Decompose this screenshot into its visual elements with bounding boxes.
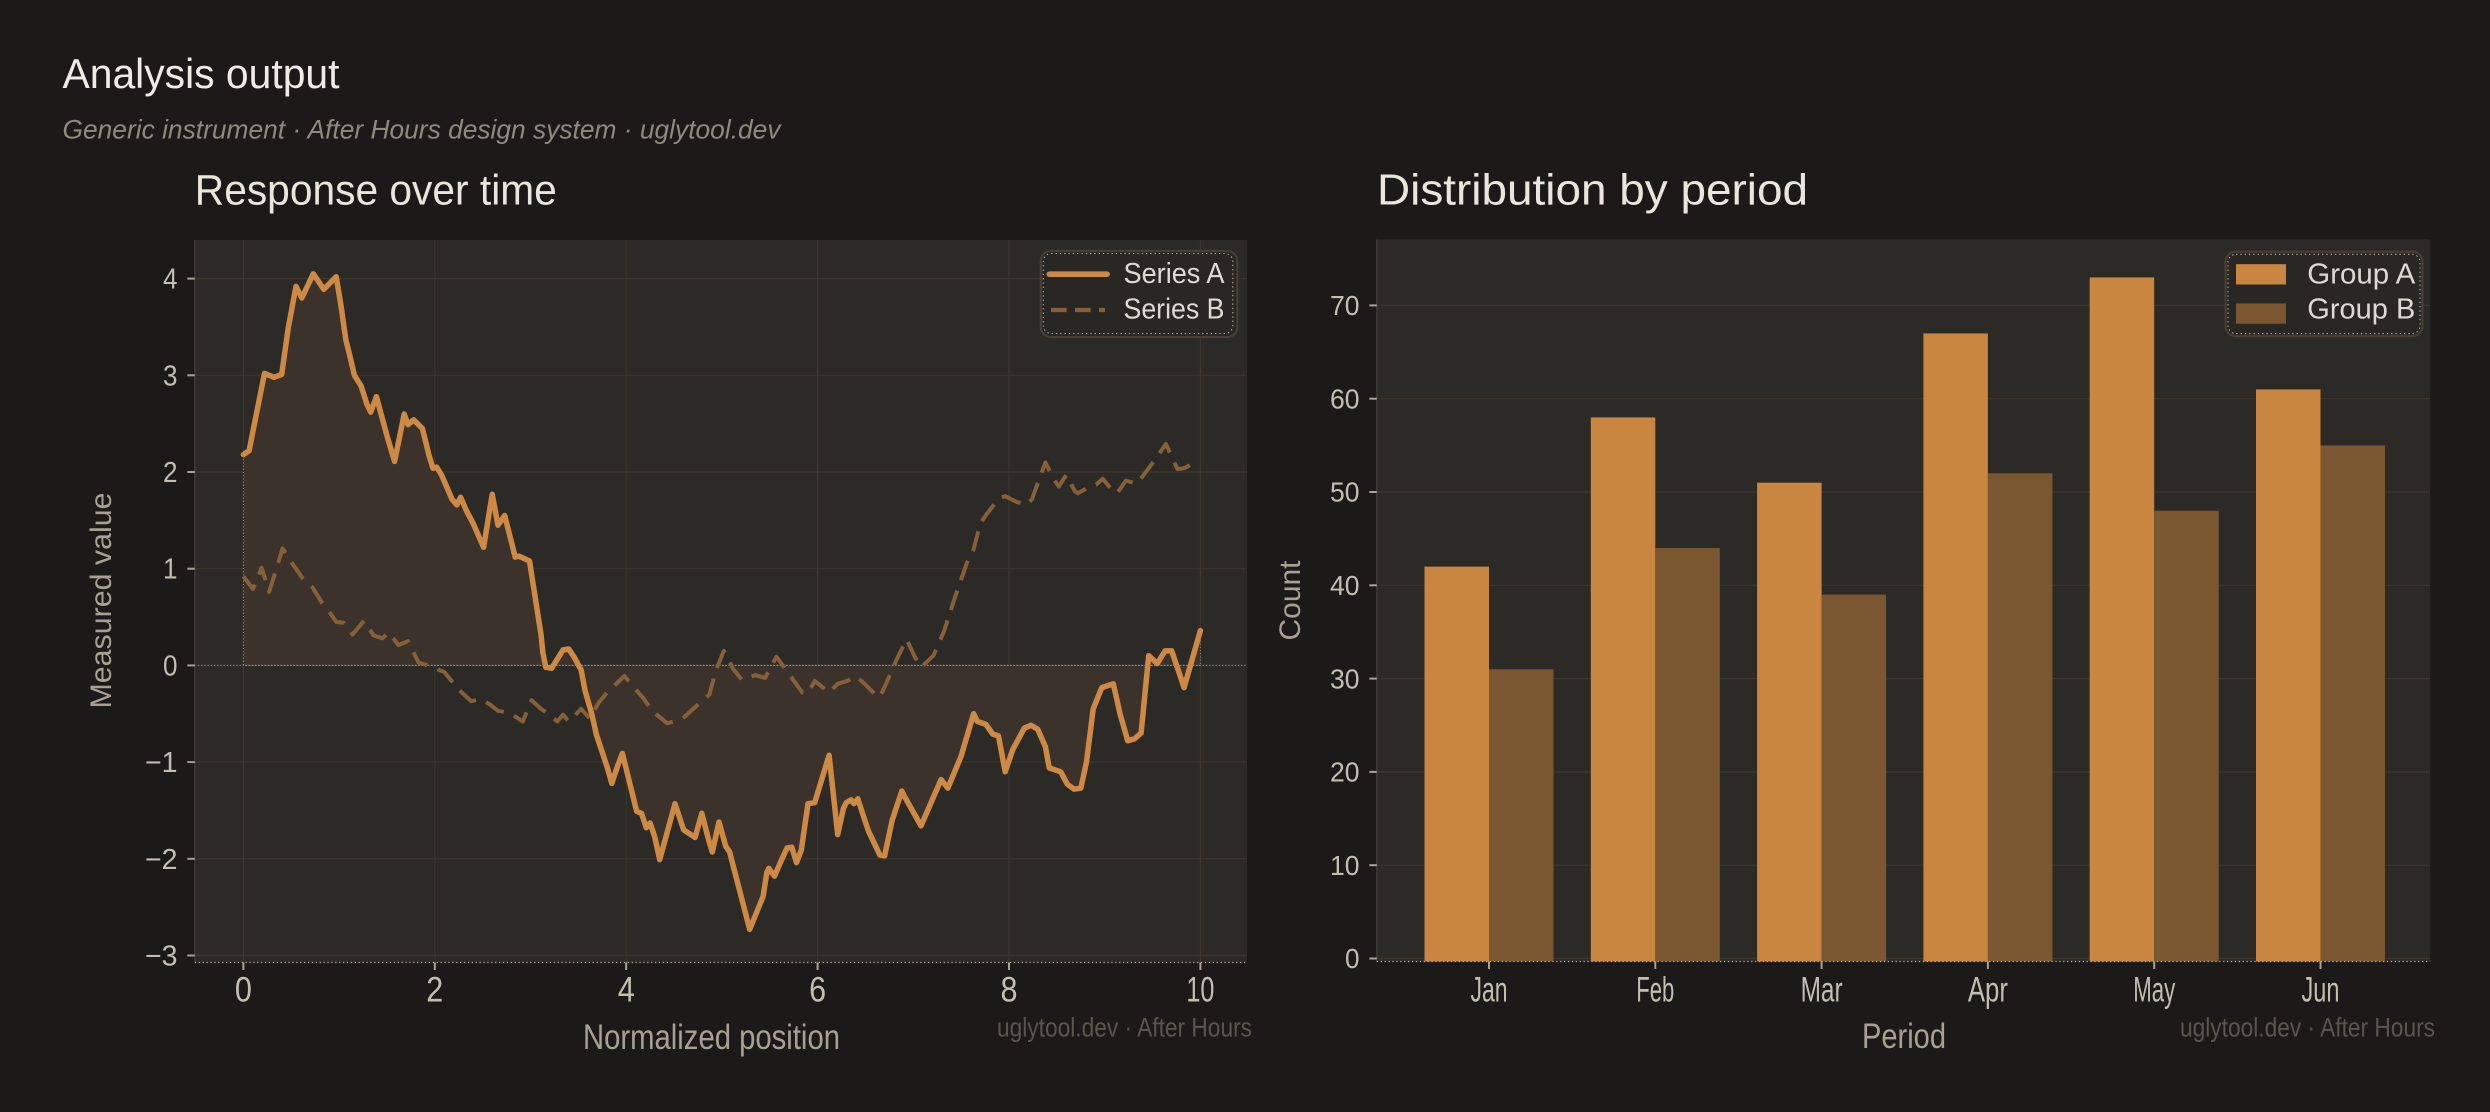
svg-text:Count: Count xyxy=(1274,560,1307,641)
svg-text:Apr: Apr xyxy=(1968,971,2008,1010)
svg-text:May: May xyxy=(2133,971,2175,1010)
svg-text:Mar: Mar xyxy=(1801,971,1843,1010)
svg-text:0: 0 xyxy=(1345,943,1360,974)
svg-text:20: 20 xyxy=(1330,757,1360,788)
svg-text:Jun: Jun xyxy=(2302,971,2340,1010)
svg-text:Measured value: Measured value xyxy=(85,493,118,709)
svg-text:2: 2 xyxy=(163,457,178,489)
svg-text:Series A: Series A xyxy=(1124,258,1226,290)
svg-text:Group B: Group B xyxy=(2307,294,2415,326)
svg-text:50: 50 xyxy=(1330,477,1360,508)
svg-text:uglytool.dev · After Hours: uglytool.dev · After Hours xyxy=(2180,1013,2435,1043)
svg-text:10: 10 xyxy=(1330,850,1360,881)
svg-text:3: 3 xyxy=(163,360,178,392)
svg-text:Generic instrument · After Hou: Generic instrument · After Hours design … xyxy=(63,115,782,145)
svg-text:Series B: Series B xyxy=(1124,293,1225,325)
svg-text:4: 4 xyxy=(618,971,635,1010)
svg-text:Jan: Jan xyxy=(1471,971,1508,1010)
svg-text:−1: −1 xyxy=(145,747,178,779)
svg-text:uglytool.dev · After Hours: uglytool.dev · After Hours xyxy=(997,1013,1252,1043)
svg-text:Period: Period xyxy=(1862,1017,1946,1056)
svg-text:8: 8 xyxy=(1001,971,1018,1010)
svg-text:60: 60 xyxy=(1330,383,1360,414)
svg-text:0: 0 xyxy=(163,650,178,682)
svg-text:Normalized position: Normalized position xyxy=(583,1018,840,1057)
svg-text:Group A: Group A xyxy=(2307,258,2416,290)
svg-text:30: 30 xyxy=(1330,663,1360,694)
svg-text:Analysis output: Analysis output xyxy=(63,50,340,97)
svg-text:−2: −2 xyxy=(145,844,178,876)
svg-text:Feb: Feb xyxy=(1636,971,1674,1010)
svg-text:1: 1 xyxy=(163,554,178,586)
svg-text:−3: −3 xyxy=(145,941,178,973)
svg-text:4: 4 xyxy=(163,264,178,296)
svg-text:Response over time: Response over time xyxy=(195,166,557,214)
svg-text:0: 0 xyxy=(235,971,252,1010)
svg-text:70: 70 xyxy=(1330,290,1360,321)
svg-text:10: 10 xyxy=(1186,971,1214,1010)
svg-text:2: 2 xyxy=(426,971,443,1010)
svg-text:Distribution by period: Distribution by period xyxy=(1377,165,1808,214)
svg-text:6: 6 xyxy=(809,971,826,1010)
svg-text:40: 40 xyxy=(1330,570,1360,601)
